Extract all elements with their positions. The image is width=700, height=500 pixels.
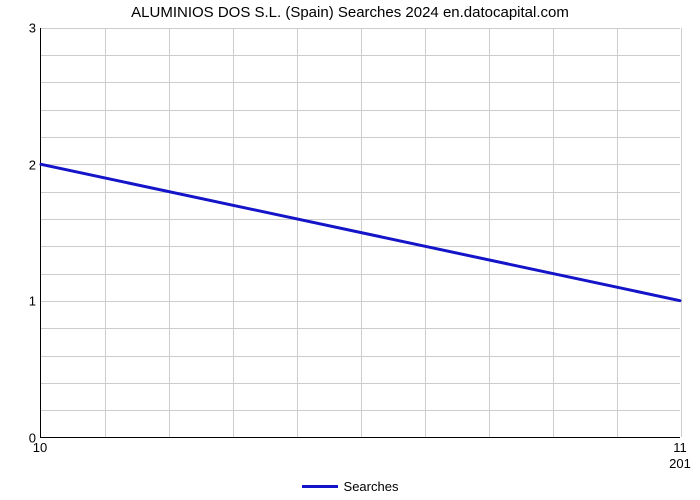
x-tick-label: 11	[673, 440, 687, 455]
legend-swatch	[302, 485, 338, 488]
plot-area	[40, 28, 680, 438]
x-sublabel: 201	[669, 456, 691, 471]
legend-item-searches: Searches	[302, 479, 399, 494]
legend: Searches	[0, 475, 700, 494]
chart-title: ALUMINIOS DOS S.L. (Spain) Searches 2024…	[0, 4, 700, 21]
grid-line-v	[681, 28, 682, 437]
y-tick-label: 1	[29, 294, 36, 309]
legend-label: Searches	[344, 479, 399, 494]
chart-container: ALUMINIOS DOS S.L. (Spain) Searches 2024…	[0, 0, 700, 500]
series-line-searches	[41, 164, 680, 300]
y-tick-label: 3	[29, 21, 36, 36]
x-tick-label: 10	[33, 440, 47, 455]
line-layer	[41, 28, 680, 437]
y-tick-label: 2	[29, 157, 36, 172]
